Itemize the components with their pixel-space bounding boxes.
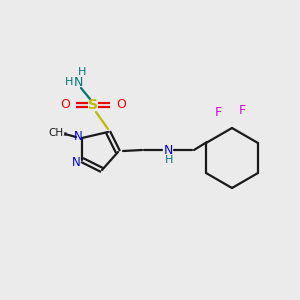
Text: H: H <box>65 77 73 87</box>
Text: S: S <box>88 98 98 112</box>
Text: H: H <box>78 67 86 77</box>
Text: F: F <box>214 106 222 118</box>
Text: N: N <box>73 76 83 89</box>
Text: N: N <box>74 130 82 142</box>
Text: O: O <box>60 98 70 112</box>
Text: CH₃: CH₃ <box>48 128 68 138</box>
Text: O: O <box>116 98 126 112</box>
Text: N: N <box>163 143 173 157</box>
Text: F: F <box>238 103 246 116</box>
Text: H: H <box>165 155 173 165</box>
Text: N: N <box>72 157 80 169</box>
